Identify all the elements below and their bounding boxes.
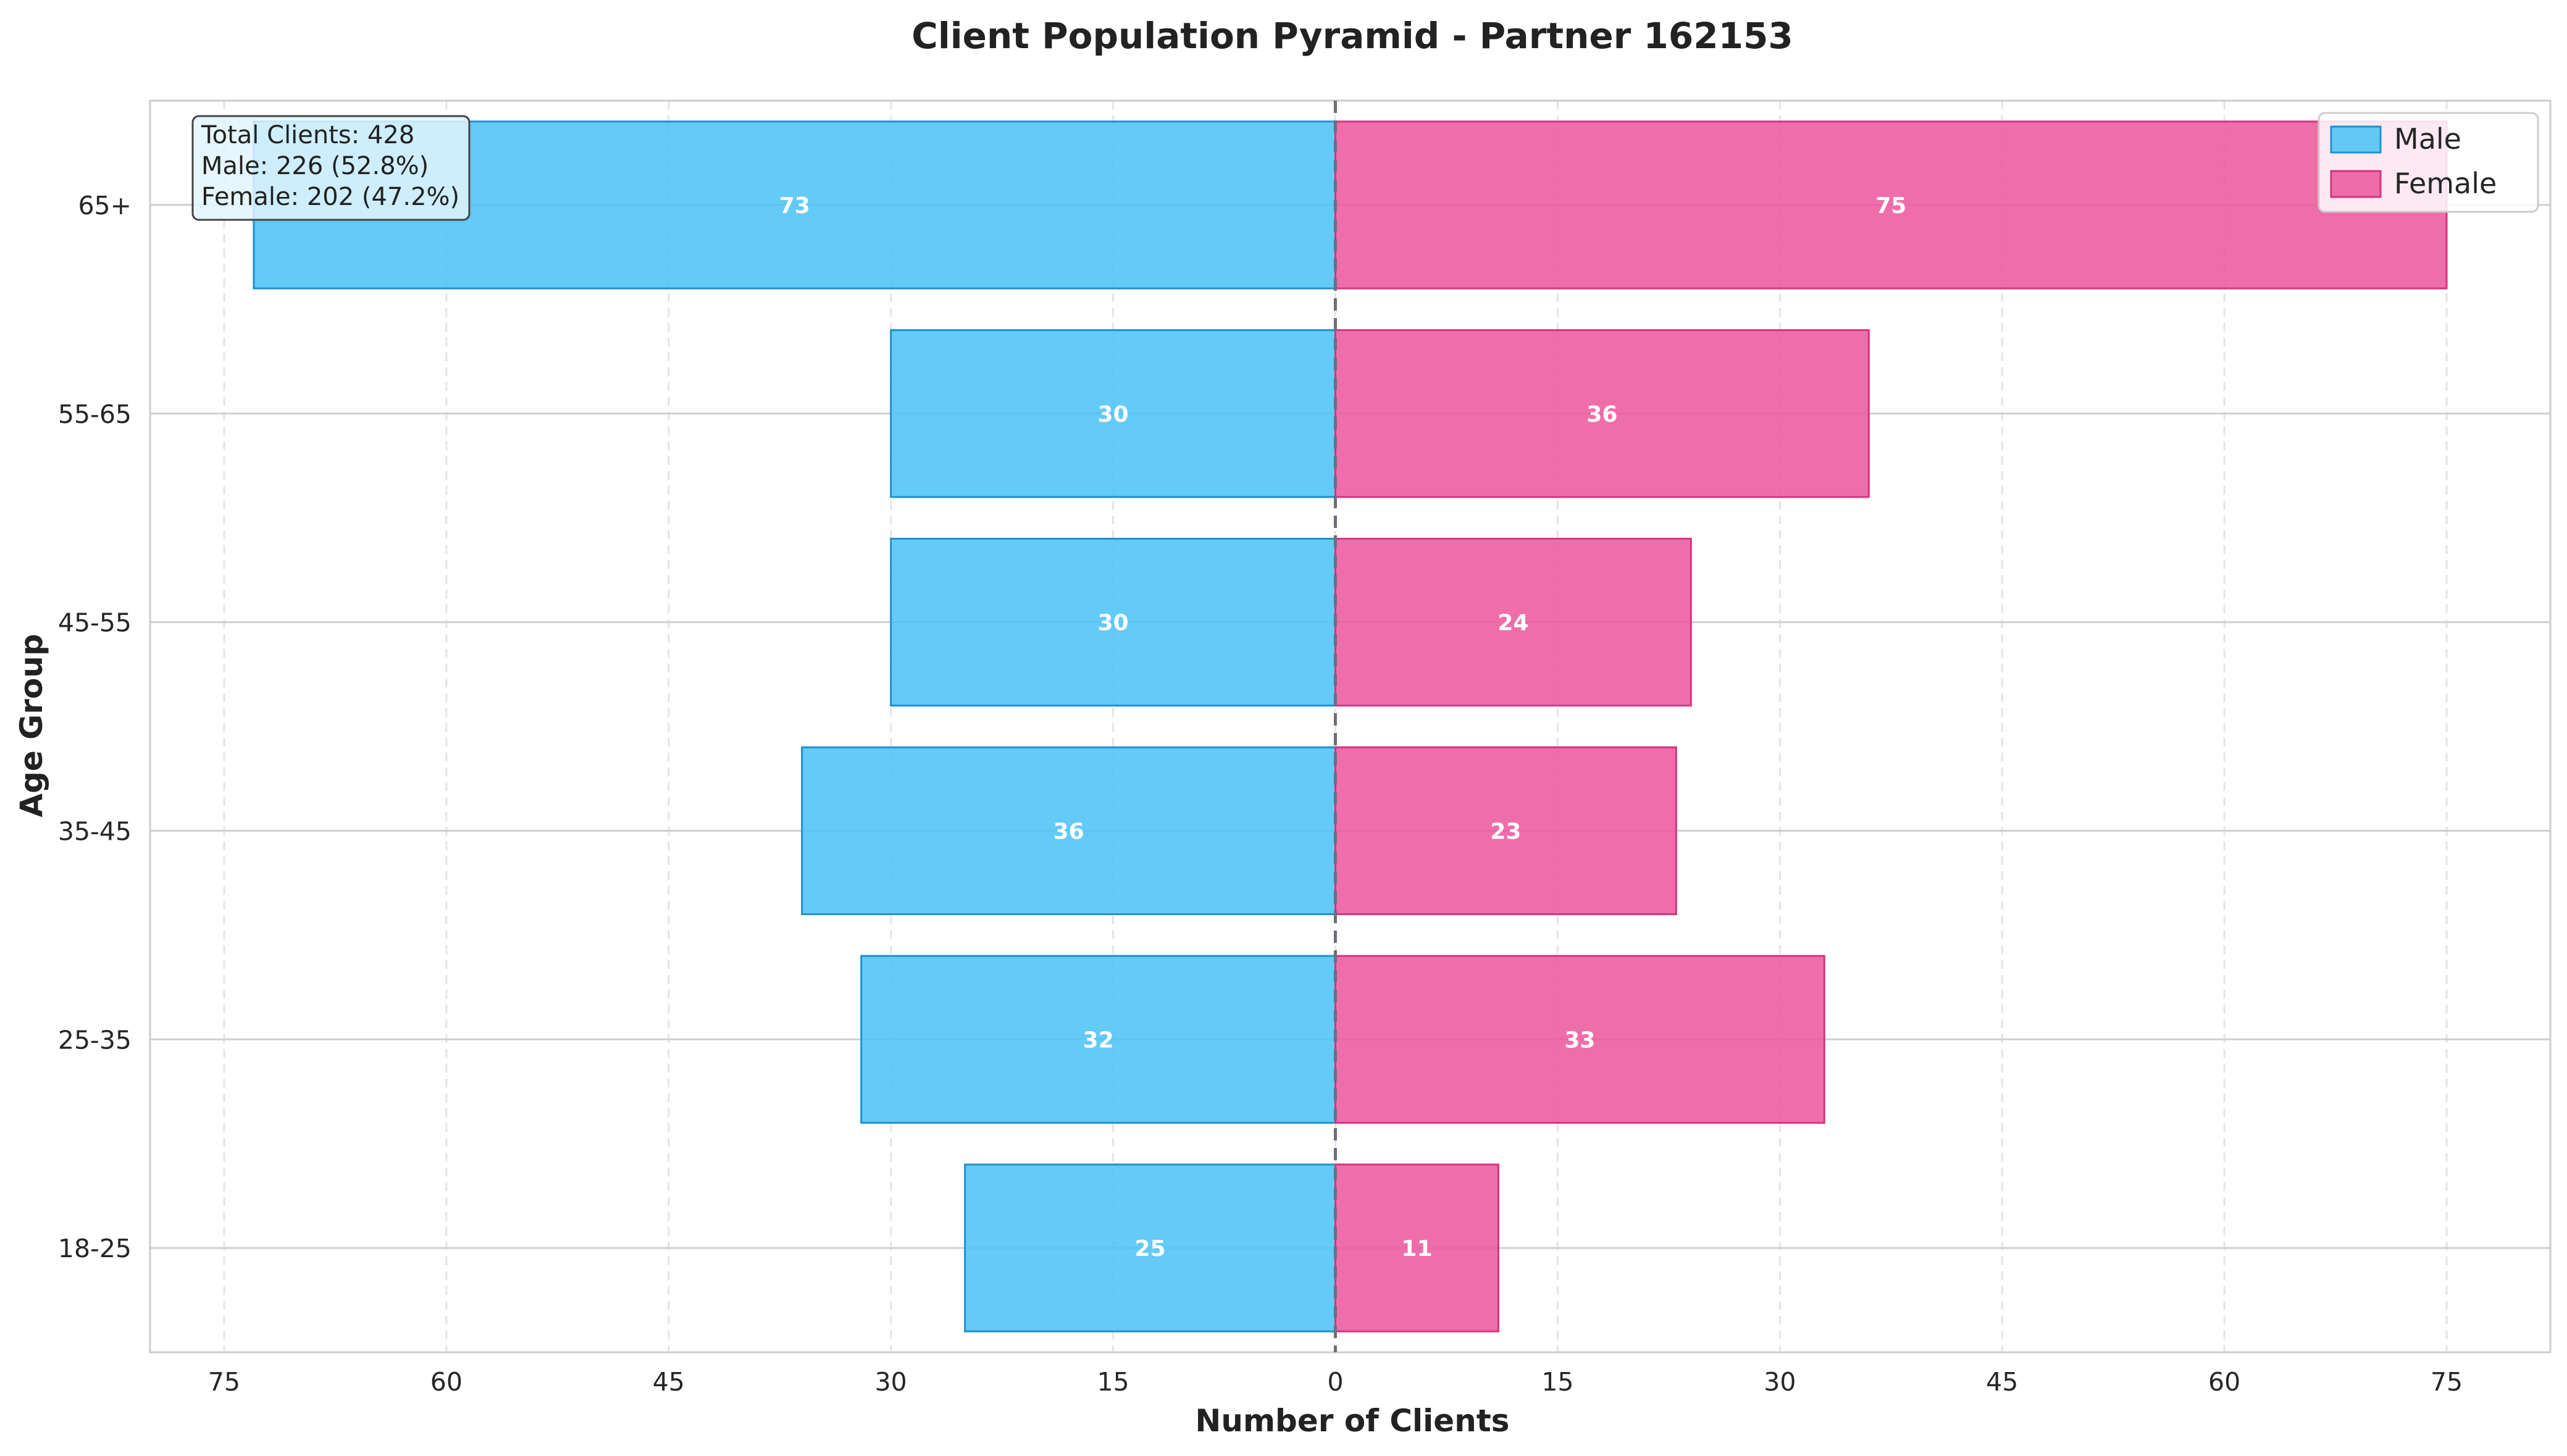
male-bar-value-label: 36 — [1053, 819, 1084, 844]
male-bar-value-label: 32 — [1083, 1027, 1114, 1053]
legend-label-female: Female — [2394, 167, 2497, 200]
y-tick-label: 55-65 — [58, 400, 132, 429]
legend: Male Female — [2318, 112, 2539, 213]
stats-line: Total Clients: 428 — [201, 121, 414, 149]
female-bar — [1334, 537, 1692, 707]
legend-swatch-male — [2330, 125, 2382, 154]
female-bar — [1334, 120, 2448, 290]
y-tick-label: 45-55 — [58, 608, 132, 638]
legend-swatch-female — [2330, 170, 2382, 198]
male-bar — [860, 955, 1337, 1124]
stats-line: Female: 202 (47.2%) — [201, 183, 459, 211]
female-bar — [1334, 329, 1870, 498]
y-tick-label: 25-35 — [58, 1025, 132, 1055]
x-axis-label: Number of Clients — [1196, 1403, 1510, 1439]
male-bar-value-label: 25 — [1135, 1236, 1166, 1261]
x-tick-label: 60 — [2208, 1367, 2240, 1397]
x-tick-label: 0 — [1327, 1367, 1343, 1397]
male-bar-value-label: 73 — [779, 193, 810, 219]
male-bar — [890, 329, 1337, 498]
x-tick-label: 60 — [430, 1367, 463, 1397]
y-tick-label: 65+ — [78, 191, 132, 220]
female-bar-value-label: 24 — [1497, 611, 1528, 636]
stats-line: Male: 226 (52.8%) — [201, 152, 429, 180]
stats-box: Total Clients: 428 Male: 226 (52.8%) Femal… — [191, 115, 471, 221]
x-tick-label: 75 — [208, 1367, 240, 1397]
chart-title: Client Population Pyramid - Partner 1621… — [911, 15, 1793, 57]
plot-area: 25 32 36 30 30 73 11 33 23 24 36 75 75 60 45 30 15 0 15 30 4… — [58, 99, 2552, 1397]
female-bar-value-label: 11 — [1401, 1236, 1432, 1261]
stats-box-frame — [191, 115, 471, 221]
male-bar — [801, 746, 1337, 916]
y-tick-label: 18-25 — [58, 1234, 132, 1263]
female-bar — [1334, 1163, 1499, 1333]
male-bar-value-label: 30 — [1098, 611, 1129, 636]
x-tick-label: 45 — [653, 1367, 685, 1397]
x-tick-label: 15 — [1541, 1367, 1573, 1397]
legend-label-male: Male — [2394, 122, 2461, 156]
female-bar-value-label: 75 — [1875, 193, 1906, 219]
female-bar-value-label: 33 — [1564, 1027, 1595, 1053]
plot-border — [149, 99, 2552, 1353]
female-bar — [1334, 955, 1825, 1124]
y-axis-label: Age Group — [14, 634, 49, 817]
x-tick-label: 30 — [1764, 1367, 1796, 1397]
x-tick-label: 75 — [2431, 1367, 2463, 1397]
female-bar-value-label: 36 — [1586, 402, 1617, 427]
male-bar — [964, 1163, 1337, 1333]
y-tick-label: 35-45 — [58, 816, 132, 846]
x-tick-label: 30 — [875, 1367, 907, 1397]
x-tick-label: 45 — [1986, 1367, 2018, 1397]
female-bar — [1334, 746, 1677, 916]
male-bar-value-label: 30 — [1098, 402, 1129, 427]
x-tick-label: 15 — [1097, 1367, 1129, 1397]
female-bar-value-label: 23 — [1490, 819, 1521, 844]
